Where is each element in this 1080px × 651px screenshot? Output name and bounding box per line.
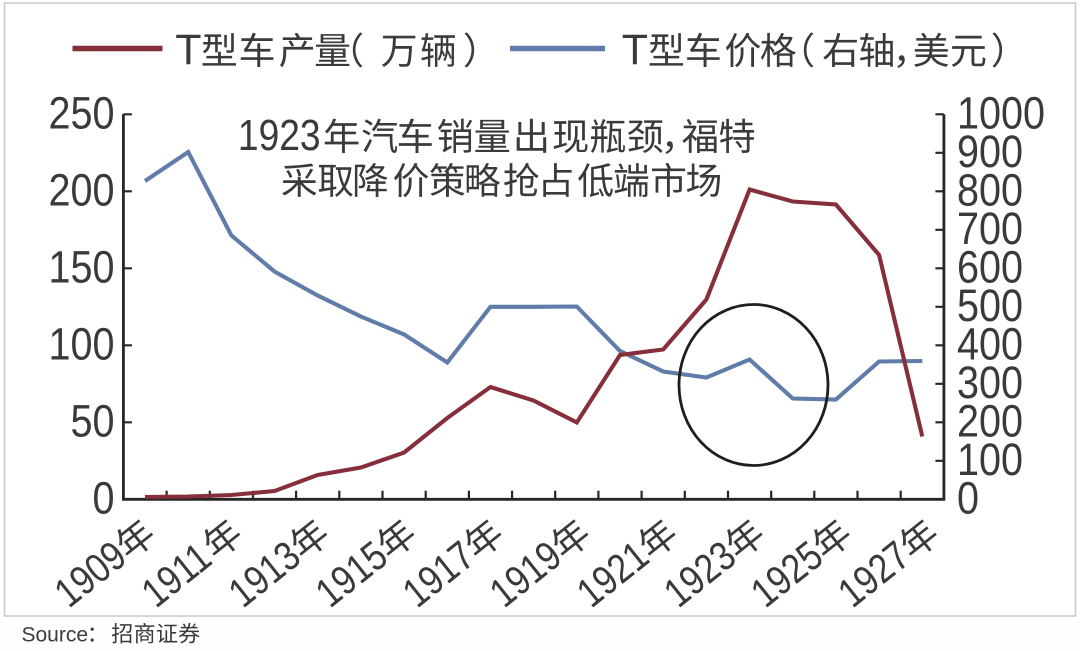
- svg-text:T: T: [622, 26, 648, 74]
- svg-text:0: 0: [957, 473, 979, 523]
- svg-text:1923: 1923: [238, 110, 321, 160]
- svg-text:T: T: [175, 26, 201, 74]
- svg-text:800: 800: [957, 165, 1023, 215]
- svg-text:200: 200: [957, 396, 1023, 446]
- svg-text:Source: Source: [22, 624, 89, 647]
- svg-text:100: 100: [957, 434, 1023, 484]
- svg-text:600: 600: [957, 242, 1023, 292]
- svg-text:500: 500: [957, 280, 1023, 330]
- svg-text:700: 700: [957, 203, 1023, 253]
- svg-text:100: 100: [48, 319, 114, 369]
- svg-text:50: 50: [70, 396, 114, 446]
- svg-text:250: 250: [48, 88, 114, 138]
- svg-text:400: 400: [957, 319, 1023, 369]
- svg-text:0: 0: [92, 473, 114, 523]
- svg-text:900: 900: [957, 126, 1023, 176]
- svg-text:300: 300: [957, 357, 1023, 407]
- svg-text:150: 150: [48, 242, 114, 292]
- svg-text:200: 200: [48, 165, 114, 215]
- svg-text:1000: 1000: [957, 88, 1045, 138]
